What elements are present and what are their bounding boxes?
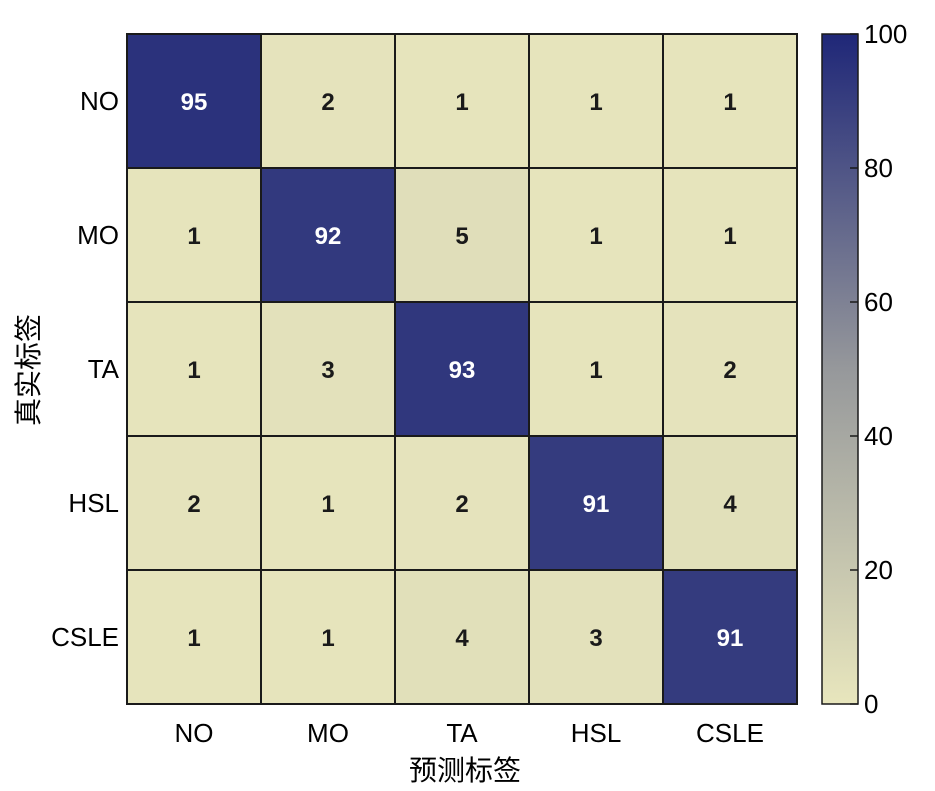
colorbar-tick-label: 60 — [864, 287, 893, 317]
x-tick-labels: NO MO TA HSL CSLE — [175, 718, 764, 748]
heatmap-cell — [662, 435, 798, 571]
y-axis-title: 真实标签 — [12, 314, 45, 426]
x-axis-title: 预测标签 — [409, 754, 521, 787]
heatmap-cell — [528, 301, 664, 437]
cell-value-label: 3 — [589, 625, 602, 652]
cell-value-label: 1 — [187, 357, 200, 384]
cell-value-label: 1 — [589, 223, 602, 250]
heatmap-cell — [126, 435, 262, 571]
cell-value-label: 1 — [723, 223, 736, 250]
x-tick-label: HSL — [571, 718, 622, 748]
y-tick-label: TA — [88, 354, 120, 384]
cell-value-label: 95 — [181, 89, 208, 116]
heatmap-cell — [394, 435, 530, 571]
cell-value-label: 1 — [723, 89, 736, 116]
heatmap-cell — [662, 569, 798, 705]
heatmap-cell — [260, 569, 396, 705]
cell-value-label: 2 — [187, 491, 200, 518]
colorbar-tick-label: 20 — [864, 555, 893, 585]
cell-value-label: 1 — [455, 89, 468, 116]
heatmap-cell — [662, 301, 798, 437]
cell-value-label: 1 — [187, 223, 200, 250]
cell-value-label: 93 — [449, 357, 476, 384]
cell-value-label: 92 — [315, 223, 342, 250]
cell-value-label: 1 — [589, 89, 602, 116]
x-tick-label: NO — [175, 718, 214, 748]
heatmap-cell — [260, 435, 396, 571]
heatmap-cell — [126, 33, 262, 169]
colorbar-gradient — [821, 33, 859, 705]
heatmap-cell — [260, 301, 396, 437]
y-tick-label: CSLE — [51, 622, 119, 652]
heatmap-cell — [126, 569, 262, 705]
heatmap-cell — [394, 167, 530, 303]
heatmap-cell — [394, 33, 530, 169]
cell-value-label: 91 — [583, 491, 610, 518]
heatmap-cell — [126, 167, 262, 303]
colorbar: 0 20 40 60 80 100 — [821, 19, 907, 719]
y-tick-label: MO — [77, 220, 119, 250]
y-tick-label: NO — [80, 86, 119, 116]
colorbar-tick-label: 100 — [864, 19, 907, 49]
colorbar-tick-label: 0 — [864, 689, 878, 719]
heatmap-cell — [662, 167, 798, 303]
colorbar-tick-label: 40 — [864, 421, 893, 451]
cell-value-label: 1 — [321, 491, 334, 518]
cell-value-label: 2 — [321, 89, 334, 116]
x-tick-label: CSLE — [696, 718, 764, 748]
x-tick-label: TA — [446, 718, 478, 748]
cell-value-label: 5 — [455, 223, 468, 250]
x-tick-label: MO — [307, 718, 349, 748]
cell-value-label: 1 — [589, 357, 602, 384]
cell-value-label: 4 — [455, 625, 469, 652]
y-tick-labels: NO MO TA HSL CSLE — [51, 86, 120, 652]
cell-value-label: 1 — [187, 625, 200, 652]
heatmap-cell — [528, 33, 664, 169]
y-tick-label: HSL — [68, 488, 119, 518]
heatmap-cell — [394, 569, 530, 705]
cell-value-label: 4 — [723, 491, 737, 518]
heatmap-cell — [528, 435, 664, 571]
heatmap-cells: 95 2 1 1 1 1 92 5 1 1 1 3 93 1 2 2 1 2 91 4 1 1 4 3 91 — [126, 33, 798, 705]
cell-value-label: 1 — [321, 625, 334, 652]
heatmap-cell — [260, 33, 396, 169]
cell-value-label: 3 — [321, 357, 334, 384]
colorbar-tick-label: 80 — [864, 153, 893, 183]
cell-value-label: 2 — [455, 491, 468, 518]
cell-value-label: 91 — [717, 625, 744, 652]
cell-value-label: 2 — [723, 357, 736, 384]
